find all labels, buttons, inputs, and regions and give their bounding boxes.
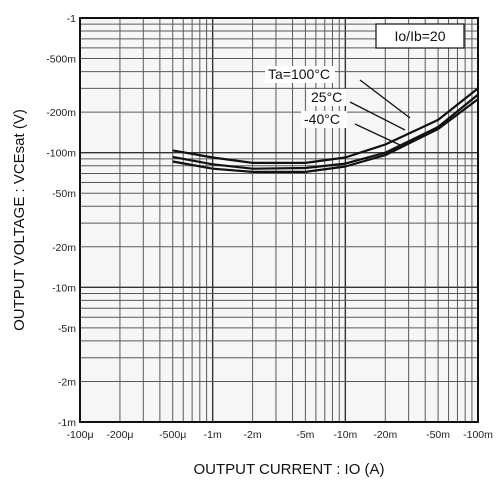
x-tick-label: -20m [373,429,397,441]
series-line [172,98,479,173]
legend-label-bg [308,89,346,106]
y-tick-label: -200m [46,107,76,119]
y-tick-label: -1m [58,417,76,429]
legend-leader-line [359,79,411,119]
legend-label: 25°C [311,89,342,105]
y-tick-label: -20m [52,242,76,254]
x-tick-label: -500μ [159,429,186,441]
legend-label: Ta=100°C [268,66,330,82]
y-tick-label: -500m [46,54,76,66]
x-axis-label: OUTPUT CURRENT : IO (A) [193,461,384,478]
series-line [172,93,479,170]
x-tick-label: -5m [296,429,314,441]
x-tick-label: -2m [244,429,262,441]
legend-label-bg [265,66,335,83]
annotation-box [375,23,465,49]
legend-label: -40°C [304,111,340,127]
y-tick-label: -50m [52,188,76,200]
legend-leader-line [354,123,401,146]
x-tick-label: -100μ [66,429,93,441]
y-tick-label: -2m [58,376,76,388]
x-tick-label: -1m [204,429,222,441]
x-tick-label: -10m [333,429,357,441]
plot-area [80,18,478,422]
y-tick-label: -5m [58,323,76,335]
legend-label-bg [301,111,347,128]
x-tick-label: -50m [426,429,450,441]
y-tick-label: -1 [67,13,76,25]
plot-frame [79,17,479,423]
x-tick-label: -100m [463,429,493,441]
y-tick-label: -10m [52,282,76,294]
legend-leader-line [349,101,406,131]
y-tick-label: -100m [46,148,76,160]
x-tick-label: -200μ [106,429,133,441]
series-line [172,87,479,164]
annotation-text: Io/Ib=20 [395,28,446,44]
y-axis-label: OUTPUT VOLTAGE : VCEsat (V) [11,109,28,331]
